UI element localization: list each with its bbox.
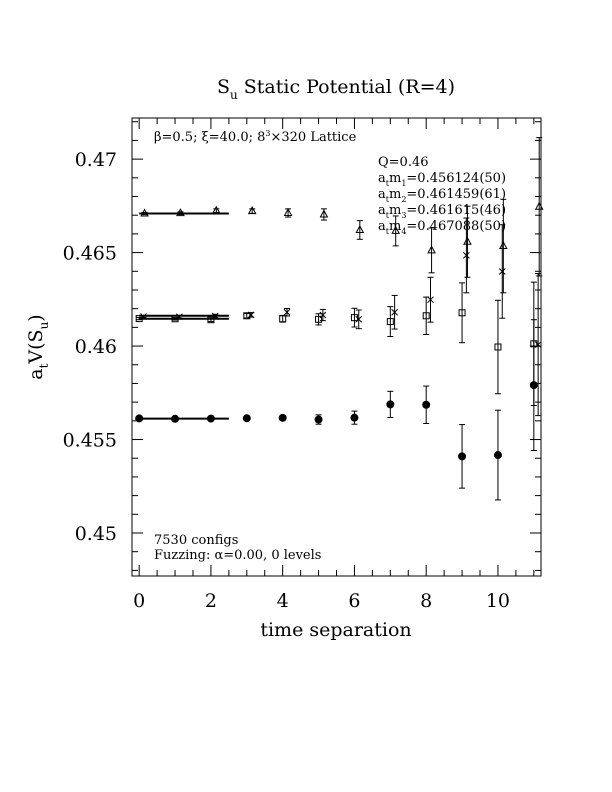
data-point-cross [319, 311, 327, 319]
y-axis-label: atV(Su) [25, 314, 51, 379]
data-point-square [315, 315, 323, 323]
x-tick-label: 0 [133, 590, 145, 612]
data-point-cross [176, 313, 183, 321]
data-point-cross [534, 341, 542, 348]
data-point-triangle [140, 208, 149, 217]
x-axis-label: time separation [260, 619, 411, 641]
data-point-triangle [355, 224, 365, 233]
data-point-circle [314, 415, 323, 424]
x-tick-label: 10 [486, 590, 510, 612]
fuzzing-info: Fuzzing: α=0.00, 0 levels [154, 548, 321, 563]
data-point-triangle [498, 240, 508, 250]
y-tick-label: 0.46 [75, 336, 117, 358]
x-tick-label: 2 [205, 590, 217, 612]
data-point-square [207, 316, 215, 324]
fit-mass-3: atm3=0.461615(46) [378, 203, 506, 220]
data-point-circle [350, 413, 359, 422]
x-tick-label: 6 [348, 590, 360, 612]
configs-count: 7530 configs [154, 533, 238, 548]
y-tick-label: 0.455 [63, 430, 117, 452]
data-point-circle [458, 452, 467, 461]
fit-q: Q=0.46 [378, 155, 429, 170]
fit-mass-2: atm2=0.461459(61) [378, 187, 506, 204]
data-point-cross [391, 308, 398, 316]
data-point-circle [278, 413, 287, 422]
data-point-cross [427, 296, 434, 304]
data-point-cross [355, 315, 363, 323]
y-axis-ticks: 0.45 0.455 0.46 0.465 0.47 [63, 121, 541, 571]
data-point-square [386, 318, 394, 326]
data-point-square [171, 315, 179, 323]
data-point-circle [206, 414, 215, 423]
data-point-triangle [319, 209, 329, 218]
chart-title: Su Static Potential (R=4) [217, 76, 455, 102]
title-rest: Static Potential (R=4) [238, 76, 455, 98]
data-point-circle [171, 414, 180, 423]
data-point-triangle [176, 208, 185, 217]
data-point-cross [140, 313, 147, 320]
data-point-square [422, 312, 430, 320]
x-tick-label: 4 [277, 590, 289, 612]
y-tick-label: 0.47 [75, 149, 117, 171]
data-point-square [135, 315, 143, 323]
data-point-triangle [283, 207, 293, 216]
data-point-cross [283, 308, 291, 316]
data-point-circle [242, 414, 251, 423]
fit-mass-4: atm4=0.467088(50) [378, 219, 506, 236]
data-point-square [494, 343, 502, 351]
header-exponent: 3 [265, 129, 270, 138]
title-s: S [217, 76, 230, 98]
data-point-square [458, 309, 466, 317]
data-point-cross [247, 311, 255, 319]
data-point-triangle [534, 201, 544, 210]
x-axis-ticks: 0 2 4 6 8 10 [133, 118, 535, 612]
header-beta: β=0.5; ξ=40.0; 8 [154, 130, 265, 145]
data-point-circle [422, 400, 431, 409]
y-tick-label: 0.45 [75, 523, 117, 545]
fit-info: Q=0.46 atm1=0.456124(50) atm2=0.461459(6… [378, 155, 506, 236]
data-point-circle [386, 400, 395, 409]
data-point-triangle [427, 245, 436, 254]
fit-mass-1: atm1=0.456124(50) [378, 171, 506, 188]
y-tick-label: 0.465 [63, 243, 117, 265]
data-point-square [279, 315, 287, 323]
data-points [135, 137, 544, 501]
data-point-cross [498, 268, 506, 275]
data-point-circle [493, 451, 502, 460]
data-point-cross [211, 312, 219, 320]
header-rest: ×320 Lattice [270, 130, 356, 145]
data-point-triangle [211, 205, 221, 214]
data-point-cross [463, 252, 470, 259]
title-s-subscript: u [230, 88, 238, 102]
lattice-header: β=0.5; ξ=40.0; 83×320 Lattice [154, 129, 357, 145]
x-tick-label: 8 [420, 590, 432, 612]
data-point-circle [135, 414, 144, 423]
data-point-triangle [247, 206, 257, 215]
data-point-triangle [391, 225, 401, 234]
data-point-triangle [463, 236, 472, 245]
